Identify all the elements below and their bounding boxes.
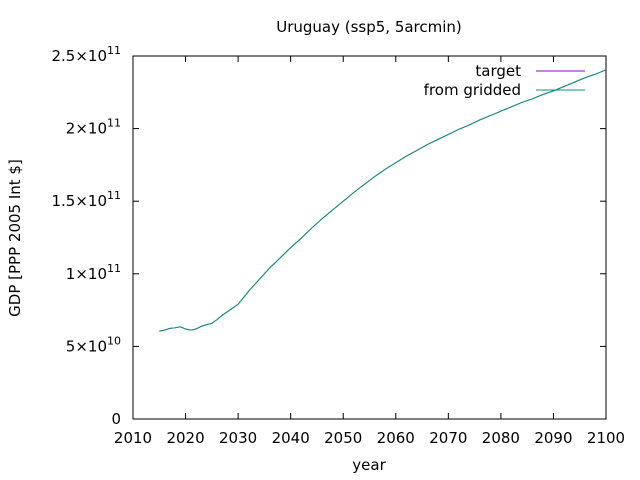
- chart-title: Uruguay (ssp5, 5arcmin): [276, 18, 462, 36]
- plot-frame: [132, 55, 607, 420]
- y-tick-exponent: 11: [107, 117, 121, 130]
- y-tick-exponent: 11: [107, 44, 121, 57]
- legend-label-1: from gridded: [424, 81, 521, 99]
- x-tick-label: 2090: [534, 429, 572, 447]
- x-tick-label: 2060: [377, 429, 415, 447]
- x-axis: 2010 2020 2030 2040 2050 2060 2070 2080 2090 2100: [114, 56, 625, 447]
- x-tick-label: 2040: [272, 429, 310, 447]
- y-tick-mantissa: 2×10: [66, 120, 107, 138]
- x-tick-label: 2010: [114, 429, 152, 447]
- y-tick-label: 2.5×1011: [51, 44, 121, 65]
- legend-label-0: target: [475, 62, 521, 80]
- x-tick-label: 2020: [166, 429, 204, 447]
- series-layer: [159, 69, 607, 332]
- y-tick-mantissa: 5×10: [66, 337, 107, 355]
- y-tick-label: 5×1010: [66, 334, 121, 355]
- y-tick-exponent: 10: [107, 334, 121, 347]
- series-line-0: [159, 69, 607, 332]
- series-line-1: [159, 69, 607, 332]
- x-axis-label: year: [352, 456, 386, 474]
- x-tick-label: 2070: [429, 429, 467, 447]
- y-tick-label: 1.5×1011: [51, 189, 121, 210]
- y-tick-label: 1×1011: [66, 262, 121, 283]
- y-tick-mantissa: 0: [111, 410, 121, 428]
- x-tick-label: 2030: [219, 429, 257, 447]
- y-tick-mantissa: 2.5×10: [51, 47, 107, 65]
- y-axis-label: GDP [PPP 2005 Int $]: [6, 159, 24, 317]
- x-tick-label: 2100: [587, 429, 625, 447]
- x-tick-label: 2050: [324, 429, 362, 447]
- y-tick-label: 2×1011: [66, 117, 121, 138]
- y-tick-mantissa: 1×10: [66, 265, 107, 283]
- y-tick-mantissa: 1.5×10: [51, 192, 107, 210]
- y-tick-label: 0: [111, 410, 121, 428]
- y-tick-exponent: 11: [107, 262, 121, 275]
- x-tick-label: 2080: [482, 429, 520, 447]
- y-tick-exponent: 11: [107, 189, 121, 202]
